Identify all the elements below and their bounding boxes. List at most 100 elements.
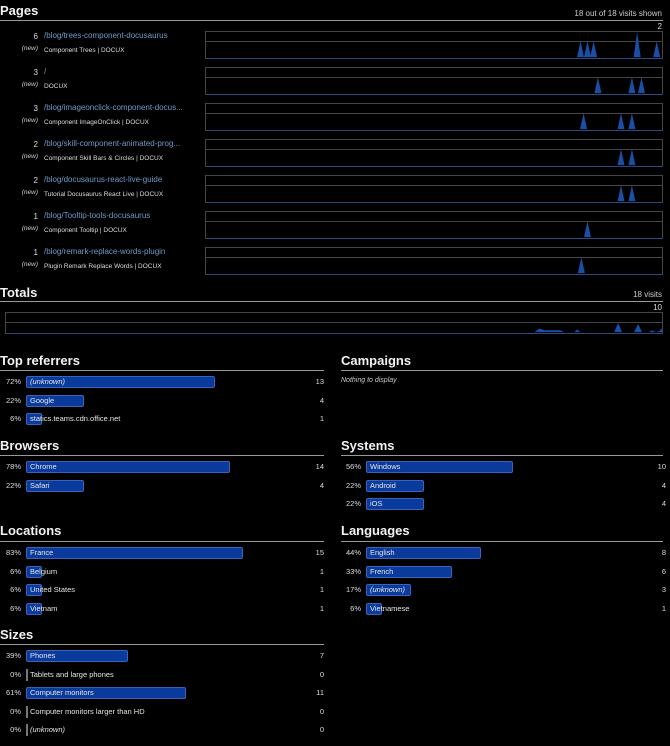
page-sparkline (205, 31, 663, 59)
locations-count: 1 (319, 566, 324, 576)
referrers-bar-fill (26, 376, 215, 388)
campaigns-title: Campaigns (341, 353, 412, 368)
referrers-label: Google (30, 395, 55, 405)
browsers-bar-fill (26, 479, 84, 492)
page-path-link[interactable]: /blog/Tooltip-tools-docusaurus (44, 211, 151, 220)
locations-row[interactable]: 6% Vietnam 1 (0, 602, 326, 617)
languages-count: 1 (661, 603, 666, 613)
page-new-badge: (new) (21, 153, 38, 160)
referrers-count: 13 (315, 377, 324, 386)
sizes-row[interactable]: 0% Computer monitors larger than HD 0 (0, 705, 326, 720)
referrers-bar-fill (26, 413, 42, 425)
browsers-row[interactable]: 78% Chrome 14 (0, 461, 326, 475)
sizes-title: Sizes (0, 627, 34, 642)
page-title-text: Component Tooltip | DOCUX (44, 227, 127, 234)
page-title-text: Component Skill Bars & Circles | DOCUX (44, 155, 164, 162)
browsers-label: Safari (30, 480, 50, 490)
page-new-badge: (new) (21, 189, 38, 196)
referrers-row[interactable]: 6% statics.teams.cdn.office.net 1 (0, 413, 326, 427)
locations-percent: 6% (10, 603, 21, 613)
locations-row[interactable]: 83% France 15 (0, 547, 326, 561)
page-visit-count: 6 (33, 32, 38, 41)
page-new-badge: (new) (21, 117, 38, 124)
sizes-count: 11 (316, 688, 324, 697)
browsers-row[interactable]: 22% Safari 4 (0, 479, 326, 494)
campaigns-divider (341, 370, 663, 371)
pages-title: Pages (0, 3, 39, 18)
locations-count: 1 (319, 585, 324, 594)
page-path-link[interactable]: / (44, 67, 47, 76)
browsers-percent: 22% (5, 480, 21, 490)
page-new-badge: (new) (21, 225, 38, 232)
browsers-title: Browsers (0, 438, 60, 453)
systems-row[interactable]: 56% Windows 10 (340, 461, 666, 475)
page-row: 1 (new) /blog/Tooltip-tools-docusaurus C… (0, 210, 670, 246)
page-path-link[interactable]: /blog/imageonclick-component-docus... (44, 103, 183, 112)
pages-visits-shown: 18 out of 18 visits shown (574, 9, 662, 18)
languages-label: English (370, 548, 395, 557)
languages-percent: 44% (345, 548, 361, 557)
locations-title: Locations (0, 523, 62, 538)
page-visit-count: 1 (33, 212, 38, 221)
totals-sparkline (5, 312, 663, 334)
sizes-row[interactable]: 61% Computer monitors 11 (0, 687, 326, 701)
systems-percent: 56% (345, 462, 361, 471)
sizes-row[interactable]: 0% Tablets and large phones 0 (0, 668, 326, 683)
locations-label: United States (30, 585, 76, 594)
referrers-bar-fill (26, 394, 84, 407)
languages-bar-fill (366, 602, 382, 615)
locations-row[interactable]: 6% United States 1 (0, 584, 326, 598)
sizes-percent: 0% (10, 725, 21, 734)
page-new-badge: (new) (21, 261, 38, 268)
sizes-percent: 0% (10, 669, 21, 679)
languages-row[interactable]: 6% Vietnamese 1 (340, 602, 666, 617)
sizes-row[interactable]: 39% Phones 7 (0, 650, 326, 664)
page-path-link[interactable]: /blog/docusaurus-react-live-guide (44, 175, 163, 184)
page-new-badge: (new) (21, 81, 38, 88)
languages-row[interactable]: 33% French 6 (340, 565, 666, 580)
sizes-row[interactable]: 0% (unknown) 0 (0, 724, 326, 738)
languages-label: Vietnamese (370, 603, 410, 613)
totals-spark-max: 10 (653, 303, 662, 312)
systems-row[interactable]: 22% Android 4 (340, 479, 666, 494)
referrers-percent: 72% (5, 377, 21, 386)
page-visit-count: 2 (33, 140, 38, 149)
languages-percent: 17% (345, 585, 361, 594)
page-visit-count: 3 (33, 104, 38, 113)
sizes-percent: 0% (10, 706, 21, 716)
page-row: 1 (new) /blog/remark-replace-words-plugi… (0, 246, 670, 282)
page-title-text: Component ImageOnClick | DOCUX (44, 119, 150, 126)
page-path-link[interactable]: /blog/trees-component-docusaurus (44, 31, 168, 40)
referrers-label: (unknown) (30, 377, 66, 386)
page-path-link[interactable]: /blog/skill-component-animated-prog... (44, 139, 181, 148)
languages-label: French (370, 566, 394, 576)
page-visit-count: 3 (33, 68, 38, 77)
sizes-label: Computer monitors larger than HD (30, 706, 145, 716)
languages-row[interactable]: 44% English 8 (340, 547, 666, 561)
locations-bar-fill (26, 602, 42, 615)
page-row: 2 (new) /blog/docusaurus-react-live-guid… (0, 174, 670, 210)
locations-label: Belgium (30, 566, 58, 576)
languages-row[interactable]: 17% (unknown) 3 (340, 584, 666, 598)
page-path-link[interactable]: /blog/remark-replace-words-plugin (44, 247, 166, 256)
totals-title: Totals (0, 285, 38, 300)
systems-divider (341, 455, 663, 456)
systems-row[interactable]: 22% iOS 4 (340, 498, 666, 512)
referrers-label: statics.teams.cdn.office.net (30, 414, 121, 423)
page-sparkline (205, 175, 663, 203)
page-visit-count: 1 (33, 248, 38, 257)
sizes-bar-fill (26, 705, 28, 718)
browsers-count: 14 (315, 462, 324, 471)
referrers-row[interactable]: 22% Google 4 (0, 394, 326, 409)
sizes-percent: 39% (5, 651, 21, 660)
languages-bar-fill (366, 547, 482, 559)
page-title-text: DOCUX (44, 83, 68, 90)
referrers-row[interactable]: 72% (unknown) 13 (0, 376, 326, 390)
languages-percent: 33% (345, 566, 361, 576)
totals-visits: 18 visits (633, 290, 662, 299)
page-row: 3 (new) /blog/imageonclick-component-doc… (0, 102, 670, 138)
locations-bar-fill (26, 584, 42, 596)
systems-bar-fill (366, 479, 424, 492)
page-sparkline (205, 139, 663, 167)
locations-row[interactable]: 6% Belgium 1 (0, 565, 326, 580)
